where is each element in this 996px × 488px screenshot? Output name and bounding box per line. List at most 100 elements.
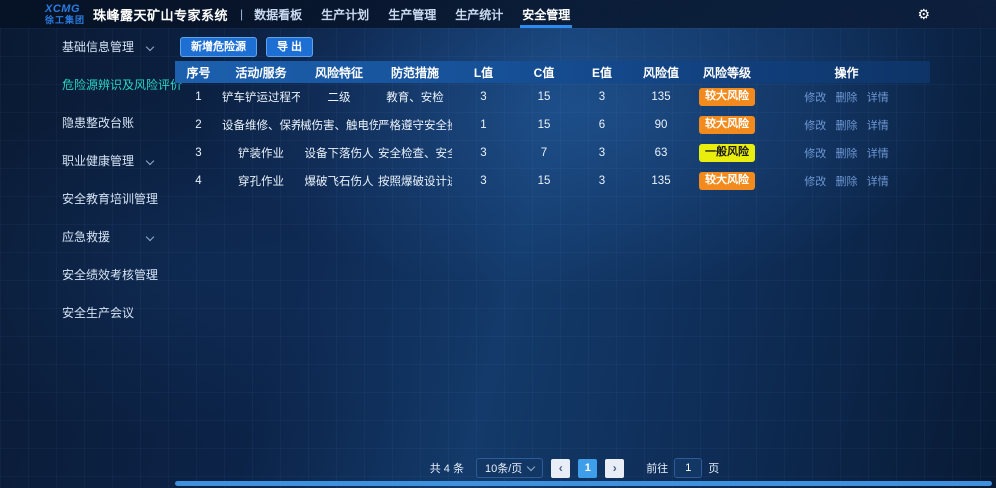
cell-risk-value: 135	[651, 175, 671, 187]
sidebar-item-label: 安全生产会议	[62, 306, 135, 320]
logo-brand: XCMG	[45, 2, 80, 15]
cell-measure: 按照爆破设计进行...	[378, 176, 452, 188]
cell-risk-feature: 二级	[327, 92, 351, 104]
main-content: 新增危险源 导 出 序号 活动/服务 风险特征 防范措施 L值 C值 E值 风险…	[175, 28, 996, 488]
toolbar: 新增危险源 导 出	[180, 37, 314, 57]
row-operations: 修改 删除 详情	[763, 139, 930, 167]
main-nav: 数据看板 生产计划 生产管理 生产统计 安全管理	[254, 0, 573, 28]
cell-activity: 铲装作业	[238, 148, 284, 160]
delete-link[interactable]: 删除	[835, 148, 858, 160]
header-e-value: E值	[591, 65, 612, 80]
title-separator: |	[240, 7, 244, 21]
row-operations: 修改 删除 详情	[763, 167, 930, 195]
nav-item-production-stats[interactable]: 生产统计	[455, 7, 504, 22]
detail-link[interactable]: 详情	[866, 92, 889, 104]
delete-link[interactable]: 删除	[835, 120, 858, 132]
sidebar-item-label: 基础信息管理	[62, 40, 135, 54]
sidebar-item-basic-info[interactable]: 基础信息管理	[0, 28, 175, 66]
cell-e-value: 3	[598, 175, 606, 187]
nav-item-dashboard[interactable]: 数据看板	[254, 7, 303, 22]
sidebar-item-safety-training[interactable]: 安全教育培训管理	[0, 180, 175, 218]
cell-l-value: 3	[480, 91, 487, 103]
table-row: 4 穿孔作业 爆破飞石伤人 按照爆破设计进行... 3 15 3 135 较大风…	[175, 167, 930, 195]
cell-e-value: 3	[598, 91, 606, 103]
table-row: 3 铲装作业 设备下落伤人 安全检查、安全教... 3 7 3 63 一般风险 …	[175, 139, 930, 167]
header-operation: 操作	[834, 65, 859, 80]
cell-measure: 安全检查、安全教...	[378, 148, 452, 160]
sidebar-item-hazard-ledger[interactable]: 隐患整改台账	[0, 104, 175, 142]
cell-c-value: 7	[540, 147, 548, 159]
sidebar-item-label: 安全教育培训管理	[62, 192, 159, 206]
logo-brand-sub: 徐工集团	[45, 14, 86, 25]
edit-link[interactable]: 修改	[804, 148, 827, 160]
sidebar-item-emergency-rescue[interactable]: 应急救援	[0, 218, 175, 256]
nav-item-production-plan[interactable]: 生产计划	[321, 7, 370, 22]
cell-risk-feature: 械伤害、触电伤害...	[300, 120, 378, 132]
hazard-table: 序号 活动/服务 风险特征 防范措施 L值 C值 E值 风险值 风险等级 操作 …	[175, 61, 930, 195]
page-number-button[interactable]: 1	[578, 458, 598, 478]
sidebar-item-occupational-health[interactable]: 职业健康管理	[0, 142, 175, 180]
chevron-down-icon	[145, 156, 155, 166]
gear-icon[interactable]: ⚙	[917, 5, 930, 22]
sidebar-item-label: 职业健康管理	[62, 154, 135, 168]
header-activity: 活动/服务	[235, 65, 287, 80]
detail-link[interactable]: 详情	[866, 176, 889, 188]
cell-c-value: 15	[537, 119, 551, 131]
pagination: 共 4 条 10条/页 ‹ 1 › 前往 1 页	[197, 458, 952, 478]
cell-seq: 1	[195, 91, 202, 103]
nav-item-production-mgmt[interactable]: 生产管理	[388, 7, 437, 22]
cell-risk-value: 135	[651, 91, 671, 103]
goto-page-input[interactable]: 1	[674, 458, 703, 478]
sidebar-item-label: 应急救援	[62, 230, 111, 244]
export-button[interactable]: 导 出	[266, 37, 314, 57]
sidebar-item-safety-performance[interactable]: 安全绩效考核管理	[0, 256, 175, 294]
table-row: 2 设备维修、保养作业 械伤害、触电伤害... 严格遵守安全操作... 1 15…	[175, 111, 930, 139]
edit-link[interactable]: 修改	[804, 120, 827, 132]
header-risk-level: 风险等级	[702, 65, 751, 80]
horizontal-scrollbar[interactable]	[175, 481, 992, 486]
edit-link[interactable]: 修改	[804, 92, 827, 104]
header-risk-feature: 风险特征	[314, 65, 363, 80]
goto-page: 前往 1 页	[646, 458, 719, 478]
cell-c-value: 15	[537, 91, 551, 103]
risk-level-badge: 较大风险	[699, 88, 755, 106]
cell-risk-value: 90	[654, 119, 668, 131]
detail-link[interactable]: 详情	[866, 120, 889, 132]
cell-seq: 2	[195, 119, 202, 131]
header-seq: 序号	[186, 65, 211, 80]
detail-link[interactable]: 详情	[866, 148, 889, 160]
goto-label: 前往	[646, 463, 669, 475]
sidebar: 基础信息管理 危险源辨识及风险评价 隐患整改台账 职业健康管理 安全教育培训管理…	[0, 28, 182, 488]
cell-c-value: 15	[537, 175, 551, 187]
cell-activity: 设备维修、保养作业	[222, 120, 300, 132]
cell-e-value: 6	[598, 119, 606, 131]
cell-measure: 教育、安检	[386, 92, 444, 104]
cell-activity: 穿孔作业	[238, 176, 284, 188]
delete-link[interactable]: 删除	[835, 92, 858, 104]
prev-page-button[interactable]: ‹	[551, 458, 571, 478]
sidebar-item-hazard-identification[interactable]: 危险源辨识及风险评价	[0, 66, 182, 104]
nav-item-safety-mgmt[interactable]: 安全管理	[520, 0, 573, 28]
header-c-value: C值	[533, 65, 555, 80]
next-page-button[interactable]: ›	[605, 458, 625, 478]
risk-level-badge: 较大风险	[699, 172, 755, 190]
sidebar-item-safety-meeting[interactable]: 安全生产会议	[0, 294, 175, 332]
cell-measure: 严格遵守安全操作...	[378, 120, 452, 132]
table-row: 1 铲车铲运过程不允... 二级 教育、安检 3 15 3 135 较大风险 修…	[175, 83, 930, 111]
goto-suffix: 页	[708, 463, 720, 475]
delete-link[interactable]: 删除	[835, 176, 858, 188]
cell-risk-feature: 爆破飞石伤人	[304, 176, 374, 188]
cell-l-value: 1	[480, 119, 487, 131]
add-hazard-button[interactable]: 新增危险源	[180, 37, 257, 57]
pagination-total: 共 4 条	[429, 463, 464, 475]
page-size-select[interactable]: 10条/页	[475, 458, 544, 478]
cell-seq: 3	[195, 147, 202, 159]
chevron-down-icon	[145, 232, 155, 242]
header-risk-value: 风险值	[642, 65, 679, 80]
header-measure: 防范措施	[390, 65, 439, 80]
row-operations: 修改 删除 详情	[763, 111, 930, 139]
xcmg-logo: XCMG 徐工集团	[45, 2, 86, 25]
risk-level-badge: 一般风险	[699, 144, 755, 162]
edit-link[interactable]: 修改	[804, 176, 827, 188]
